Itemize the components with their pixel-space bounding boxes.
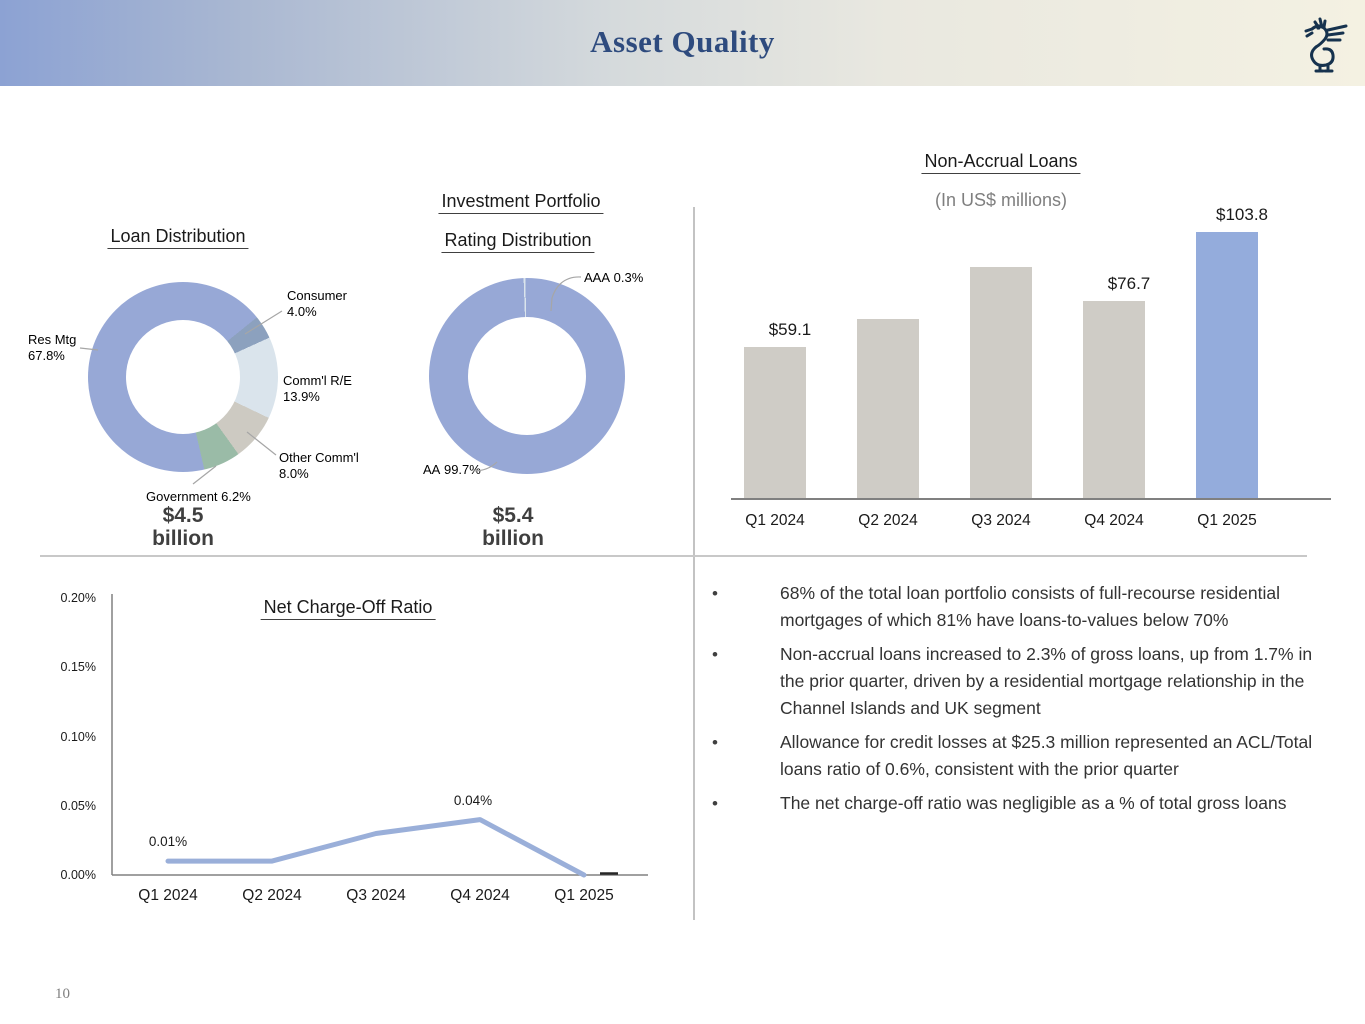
page-number: 10 xyxy=(55,986,70,1002)
investment-portfolio-title-line2: Rating Distribution xyxy=(441,230,595,253)
line-category-label: Q2 2024 xyxy=(242,887,302,904)
point-value-label: 0.04% xyxy=(453,792,493,808)
horizontal-divider xyxy=(40,555,1307,557)
loan-distribution-title: Loan Distribution xyxy=(107,226,249,249)
list-item: • Allowance for credit losses at $25.3 mi… xyxy=(706,729,1334,783)
non-accrual-title: Non-Accrual Loans xyxy=(921,151,1081,174)
list-item: • Non-accrual loans increased to 2.3% of … xyxy=(706,641,1334,722)
bar-value-label: $76.7 xyxy=(1107,274,1151,293)
bullet-text: 68% of the total loan portfolio consists… xyxy=(780,583,1280,630)
bullet-text: The net charge-off ratio was negligible … xyxy=(780,793,1287,813)
slice-label-consumer: Consumer 4.0% xyxy=(287,288,347,319)
slice-label-res-mtg: Res Mtg 67.8% xyxy=(28,332,77,363)
line-category-label: Q3 2024 xyxy=(346,887,406,904)
bullet-marker: • xyxy=(712,733,718,752)
bar-q1-2025 xyxy=(1196,232,1258,498)
investment-portfolio-title-line1: Investment Portfolio xyxy=(438,191,604,214)
bar-category-label: Q3 2024 xyxy=(971,512,1031,529)
vertical-divider xyxy=(693,207,695,920)
y-axis-tick-label: 0.05% xyxy=(60,798,96,813)
net-charge-off-title: Net Charge-Off Ratio xyxy=(260,597,436,620)
loan-total-value: $4.5 xyxy=(162,504,204,527)
bullet-text: Allowance for credit losses at $25.3 mil… xyxy=(780,732,1313,779)
bar-category-label: Q1 2025 xyxy=(1197,512,1257,529)
list-item: • 68% of the total loan portfolio consist… xyxy=(706,580,1334,634)
loan-total-unit: billion xyxy=(152,527,214,550)
y-axis-tick-label: 0.15% xyxy=(60,660,96,675)
investment-rating-donut-chart xyxy=(429,278,625,474)
slice-label-government: Government 6.2% xyxy=(146,489,251,504)
bullet-marker: • xyxy=(712,794,718,813)
header-band: Asset Quality xyxy=(0,0,1365,86)
bar-category-label: Q4 2024 xyxy=(1084,512,1144,529)
y-axis-tick-label: 0.10% xyxy=(60,729,96,744)
bar-q2-2024 xyxy=(857,319,919,498)
line-chart-axes xyxy=(111,594,648,876)
bar-q4-2024 xyxy=(1083,301,1145,498)
loan-distribution-donut-chart xyxy=(88,282,278,472)
donut-hole xyxy=(126,320,240,434)
bar-value-label: $103.8 xyxy=(1216,205,1268,224)
page-title: Asset Quality xyxy=(590,24,775,59)
line-category-label: Q1 2025 xyxy=(554,887,614,904)
line-category-label: Q1 2024 xyxy=(138,887,198,904)
investment-total-value: $5.4 xyxy=(492,504,534,527)
griffin-logo-icon xyxy=(1304,17,1348,73)
bullet-text: Non-accrual loans increased to 2.3% of g… xyxy=(780,644,1313,718)
bullet-marker: • xyxy=(712,645,718,664)
bar-category-label: Q1 2024 xyxy=(745,512,805,529)
bar-q1-2024 xyxy=(744,347,806,498)
bar-category-label: Q2 2024 xyxy=(858,512,918,529)
point-value-label: 0.01% xyxy=(148,834,188,850)
line-category-label: Q4 2024 xyxy=(450,887,510,904)
slice-label-comml-re: Comm'l R/E 13.9% xyxy=(283,373,352,404)
slice-label-aaa: AAA 0.3% xyxy=(584,270,644,285)
bar-q3-2024 xyxy=(970,267,1032,498)
slice-label-other-comml: Other Comm'l 8.0% xyxy=(279,450,359,481)
bar-chart-x-axis xyxy=(731,498,1331,500)
y-axis-tick-label: 0.00% xyxy=(60,868,96,882)
commentary-bullet-list: • 68% of the total loan portfolio consist… xyxy=(706,580,1334,824)
investment-total-unit: billion xyxy=(482,527,544,550)
net-charge-off-series-line xyxy=(165,817,587,878)
non-accrual-subtitle: (In US$ millions) xyxy=(934,190,1068,210)
donut-hole xyxy=(468,317,586,435)
list-item: • The net charge-off ratio was negligible… xyxy=(706,790,1334,817)
slice-label-aa: AA 99.7% xyxy=(423,462,481,477)
y-axis-tick-label: 0.20% xyxy=(60,591,96,605)
bar-value-label: $59.1 xyxy=(768,320,812,339)
bullet-marker: • xyxy=(712,584,718,603)
